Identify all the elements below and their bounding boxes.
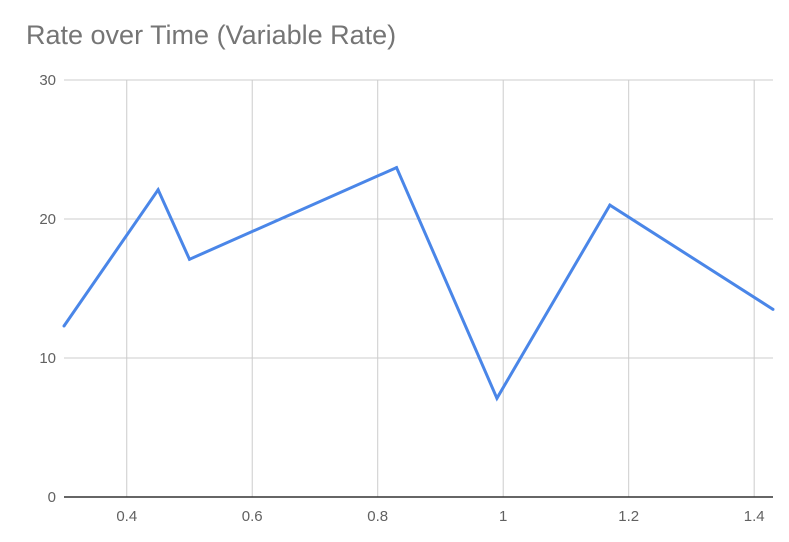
data-point [156,188,160,192]
x-tick-label: 0.4 [116,508,137,525]
x-tick-label: 1.4 [744,508,765,525]
data-point [187,257,191,261]
x-tick-label: 1.2 [618,508,639,525]
y-tick-label: 30 [39,72,56,89]
y-tick-label: 0 [48,489,56,506]
data-point [62,324,66,328]
data-point [608,203,612,207]
x-tick-label: 0.8 [367,508,388,525]
y-tick-label: 10 [39,350,56,367]
series-line [62,165,774,402]
gridlines [64,79,773,497]
series-layer [62,165,775,402]
data-point [395,166,399,170]
data-point [771,307,775,311]
tick-labels: 0 10 20 30 0.4 0.6 0.8 1 1.2 1.4 [39,72,764,525]
y-tick-label: 20 [39,211,56,228]
x-tick-label: 0.6 [242,508,263,525]
data-point [495,396,499,400]
chart-title: Rate over Time (Variable Rate) [26,20,397,50]
x-tick-label: 1 [499,508,507,525]
